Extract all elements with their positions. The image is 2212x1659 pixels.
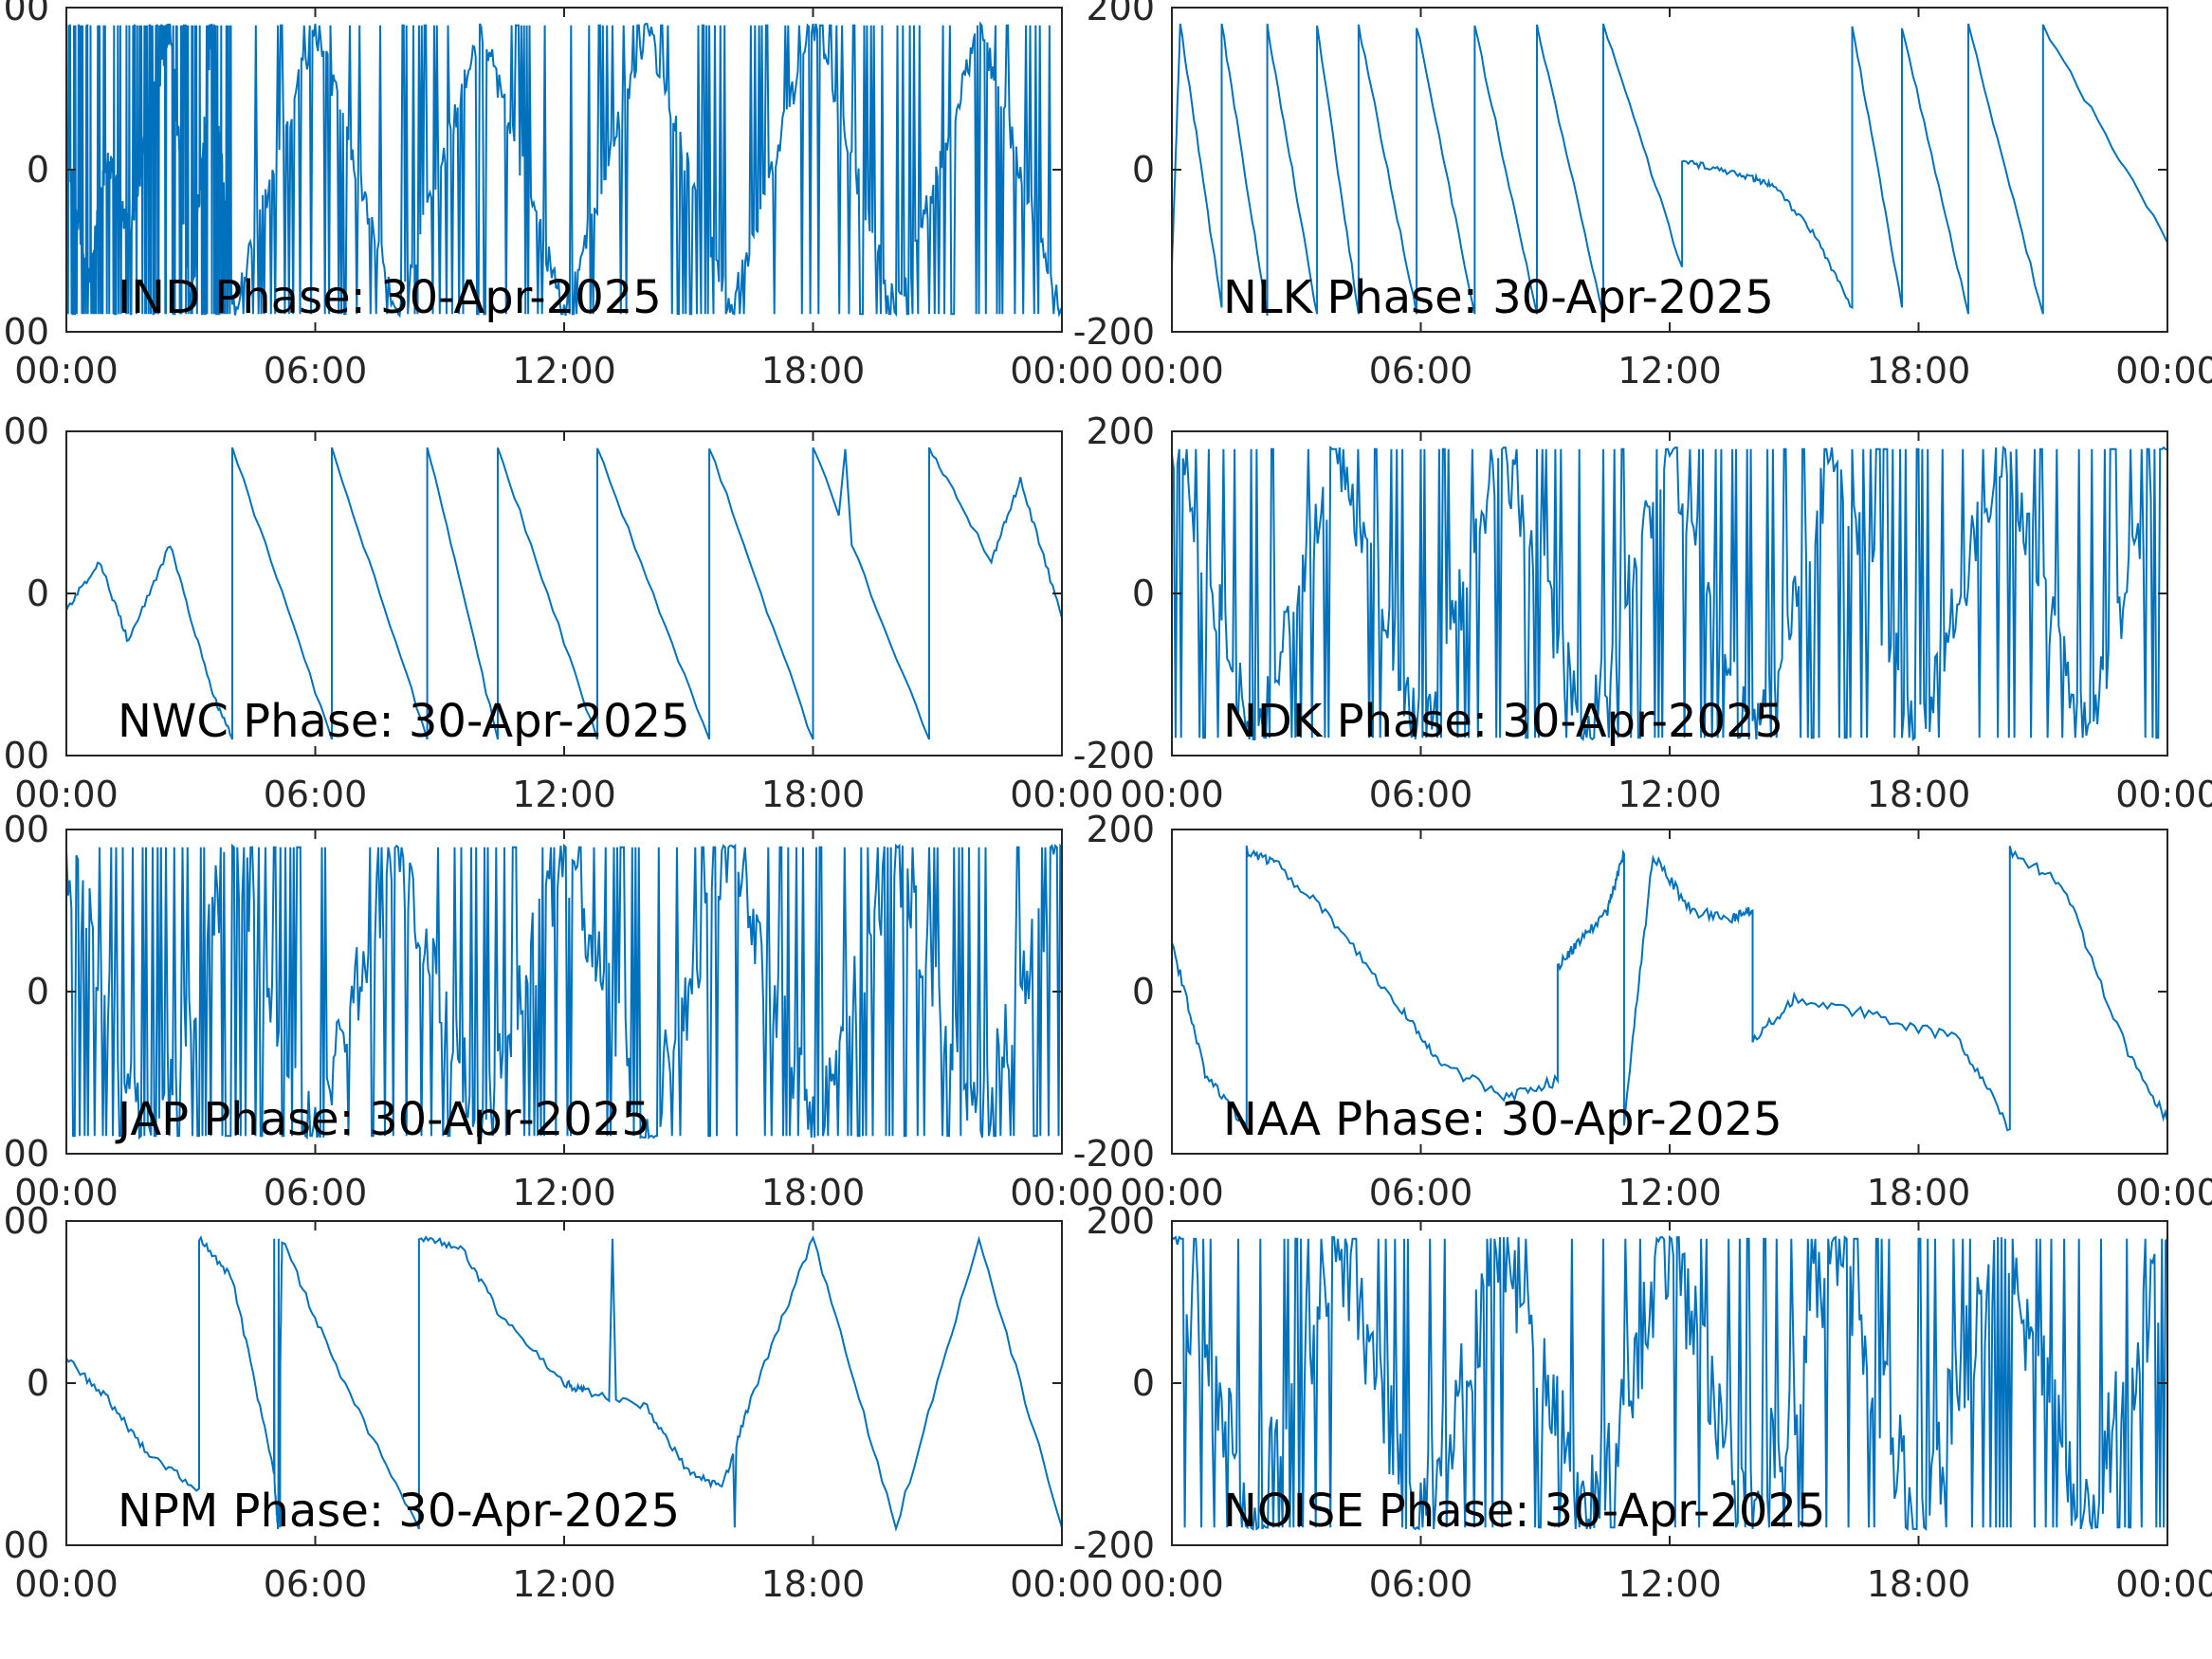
- y-tick-label: 0: [27, 971, 49, 1012]
- x-tick-label: 18:00: [1867, 1172, 1971, 1213]
- y-tick-label: 200: [0, 809, 49, 850]
- series-line-noise: [1172, 1234, 2167, 1532]
- y-tick-label: -200: [1073, 1524, 1155, 1566]
- panel-title: JAP Phase: 30-Apr-2025: [115, 1093, 650, 1146]
- x-tick-label: 18:00: [761, 1172, 866, 1213]
- x-tick-label: 12:00: [512, 350, 616, 392]
- x-tick-label: 06:00: [264, 350, 368, 392]
- y-tick-label: 0: [27, 1362, 49, 1404]
- series-line-ind: [66, 21, 1062, 319]
- x-tick-label: 06:00: [264, 774, 368, 815]
- x-tick-label: 00:00: [2115, 774, 2212, 815]
- x-tick-label: 00:00: [14, 350, 119, 392]
- series-line-jap: [66, 843, 1062, 1140]
- series-line-ndk: [1172, 445, 2167, 742]
- x-tick-label: 06:00: [1369, 1172, 1473, 1213]
- x-tick-label: 00:00: [1120, 774, 1224, 815]
- y-tick-label: 200: [0, 0, 49, 28]
- x-tick-label: 06:00: [264, 1172, 368, 1213]
- x-tick-label: 00:00: [2115, 1563, 2212, 1605]
- panel-title: NPM Phase: 30-Apr-2025: [118, 1485, 680, 1538]
- y-tick-label: -200: [1073, 1133, 1155, 1175]
- x-tick-label: 00:00: [14, 1172, 119, 1213]
- x-tick-label: 06:00: [264, 1563, 368, 1605]
- x-tick-label: 00:00: [1010, 1172, 1114, 1213]
- x-tick-label: 12:00: [1618, 1563, 1722, 1605]
- x-tick-label: 00:00: [1120, 1172, 1224, 1213]
- panel-title: NAA Phase: 30-Apr-2025: [1223, 1093, 1782, 1146]
- x-tick-label: 00:00: [2115, 350, 2212, 392]
- y-tick-label: 200: [1086, 809, 1155, 850]
- series-line-nlk: [1172, 23, 2167, 317]
- y-tick-label: 200: [0, 410, 49, 452]
- x-tick-label: 00:00: [1120, 1563, 1224, 1605]
- x-tick-label: 00:00: [1010, 774, 1114, 815]
- y-tick-label: 200: [1086, 1200, 1155, 1242]
- x-tick-label: 00:00: [1010, 350, 1114, 392]
- x-tick-label: 06:00: [1369, 1563, 1473, 1605]
- panel-title: NWC Phase: 30-Apr-2025: [118, 695, 690, 748]
- x-tick-label: 06:00: [1369, 350, 1473, 392]
- y-tick-label: 0: [1132, 971, 1155, 1012]
- x-tick-label: 12:00: [1618, 1172, 1722, 1213]
- x-tick-label: 00:00: [2115, 1172, 2212, 1213]
- x-tick-label: 18:00: [761, 350, 866, 392]
- y-tick-label: -200: [0, 1133, 49, 1175]
- x-tick-label: 18:00: [1867, 350, 1971, 392]
- series-line-naa: [1172, 845, 2167, 1132]
- y-tick-label: -200: [1073, 311, 1155, 353]
- x-tick-label: 00:00: [14, 774, 119, 815]
- panel-title: IND Phase: 30-Apr-2025: [118, 271, 662, 324]
- x-tick-label: 12:00: [1618, 350, 1722, 392]
- x-tick-label: 18:00: [761, 774, 866, 815]
- series-line-nwc: [66, 447, 1062, 740]
- panel-title: NLK Phase: 30-Apr-2025: [1223, 271, 1774, 324]
- y-tick-label: 0: [27, 573, 49, 614]
- x-tick-label: 18:00: [1867, 1563, 1971, 1605]
- x-tick-label: 18:00: [1867, 774, 1971, 815]
- x-tick-label: 18:00: [761, 1563, 866, 1605]
- y-tick-label: -200: [0, 311, 49, 353]
- y-tick-label: 0: [1132, 149, 1155, 191]
- y-tick-label: 200: [1086, 410, 1155, 452]
- x-tick-label: 12:00: [1618, 774, 1722, 815]
- x-tick-label: 12:00: [512, 1172, 616, 1213]
- y-tick-label: 0: [27, 149, 49, 191]
- x-tick-label: 00:00: [1010, 1563, 1114, 1605]
- panel-title: NOISE Phase: 30-Apr-2025: [1223, 1485, 1825, 1538]
- y-tick-label: 0: [1132, 573, 1155, 614]
- y-tick-label: -200: [0, 1524, 49, 1566]
- y-tick-label: 200: [0, 1200, 49, 1242]
- panel-title: NDK Phase: 30-Apr-2025: [1223, 695, 1783, 748]
- y-tick-label: -200: [1073, 735, 1155, 776]
- x-tick-label: 00:00: [14, 1563, 119, 1605]
- x-tick-label: 12:00: [512, 1563, 616, 1605]
- x-tick-label: 06:00: [1369, 774, 1473, 815]
- series-line-npm: [66, 1234, 1062, 1532]
- y-tick-label: 200: [1086, 0, 1155, 28]
- y-tick-label: -200: [0, 735, 49, 776]
- y-tick-label: 0: [1132, 1362, 1155, 1404]
- x-tick-label: 00:00: [1120, 350, 1224, 392]
- x-tick-label: 12:00: [512, 774, 616, 815]
